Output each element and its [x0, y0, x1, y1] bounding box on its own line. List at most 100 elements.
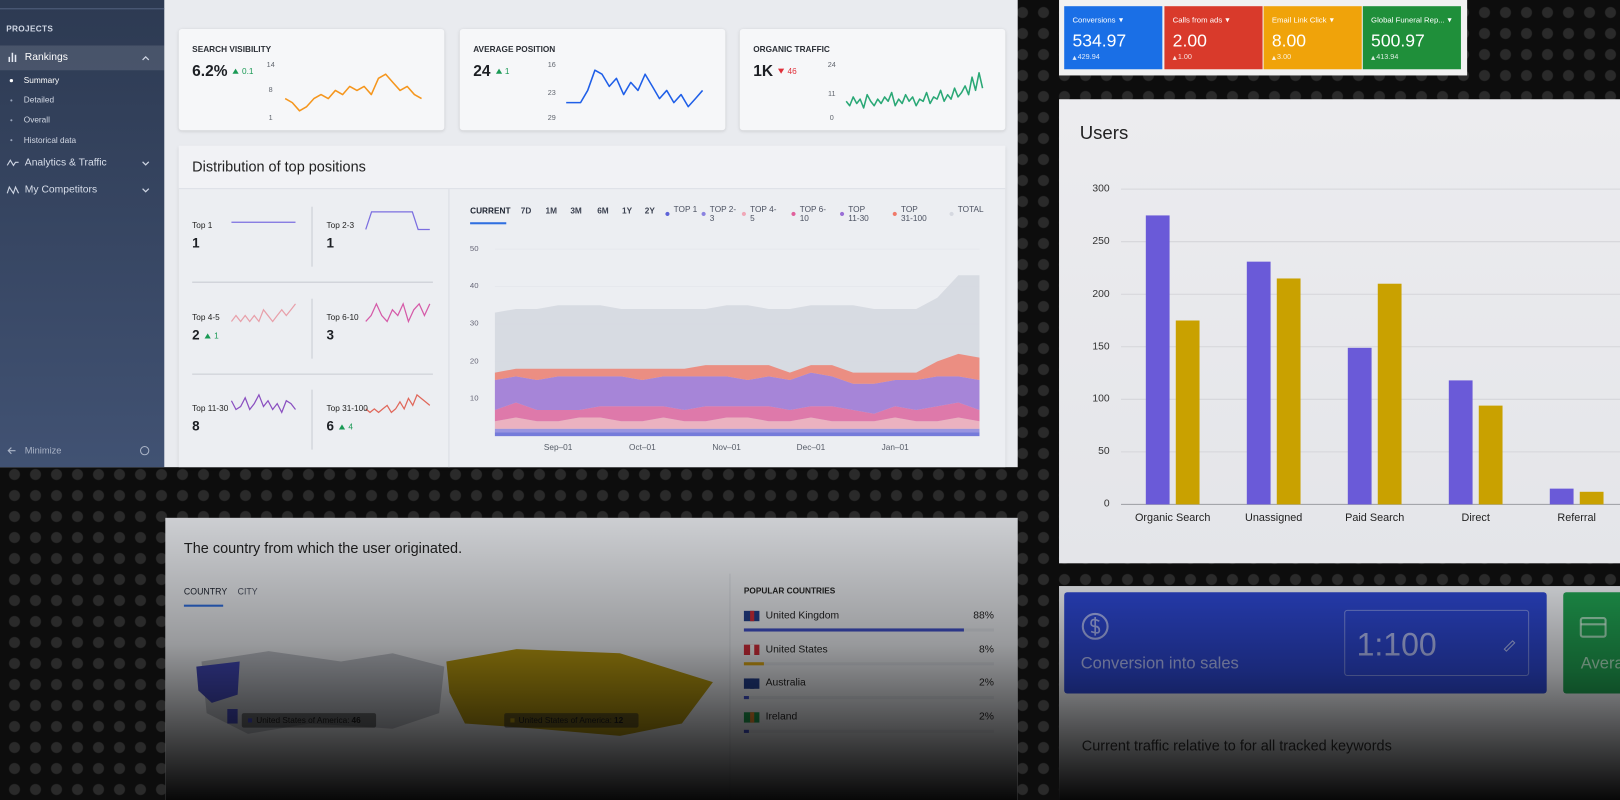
change-arrow — [1072, 55, 1077, 60]
tile-label: Top 4-5 — [192, 312, 220, 322]
tile-value-row: 1 — [192, 235, 202, 251]
legend-label: TOP 2-3 — [709, 204, 737, 224]
nav-subitem: Detailed — [23, 95, 55, 106]
legend-dot — [892, 211, 897, 217]
area — [494, 417, 980, 429]
ads-value: 534.97 — [1072, 31, 1127, 51]
tile-label: Top 11-30 — [192, 403, 229, 413]
bar — [1246, 261, 1271, 505]
change-arrow — [1118, 18, 1123, 23]
y-tick-label: 20 — [469, 355, 479, 366]
y-tick-label: 30 — [469, 318, 479, 328]
sidebar-top-line — [0, 8, 165, 10]
ads-label-row: Global Funeral Rep... — [1371, 16, 1452, 25]
kpi-card — [178, 28, 445, 131]
card-value: 6.2% — [192, 62, 228, 80]
legend-label: TOP 11-30 — [848, 204, 869, 224]
ads-previous: 1.00 — [1177, 53, 1192, 61]
x-tick-label: Referral — [1557, 511, 1596, 525]
tile-label: Top 6-10 — [326, 312, 359, 322]
y-tick-label: 150 — [1092, 340, 1110, 353]
x-tick-label: Organic Search — [1134, 511, 1211, 525]
tile-label: Top 1 — [192, 220, 213, 230]
x-tick-label: Dec–01 — [796, 442, 826, 453]
period-tab: 7D — [520, 206, 532, 216]
spark-tick-label: 1 — [268, 114, 273, 122]
area — [494, 402, 980, 422]
tile-sparkline — [230, 393, 296, 414]
nav-item: My Competitors — [24, 184, 98, 196]
bar — [1347, 347, 1372, 505]
x-tick-label: Oct–01 — [629, 442, 656, 453]
card-value-row: 24 1 — [473, 62, 509, 80]
ads-label: Global Funeral Rep... — [1371, 15, 1445, 25]
kpi-card — [739, 28, 1006, 131]
y-tick-label: 250 — [1092, 235, 1110, 248]
nav-subitem: Overall — [23, 115, 50, 125]
ads-label: Calls from ads — [1172, 15, 1223, 25]
ads-value: 500.97 — [1371, 31, 1425, 51]
tile-sparkline — [365, 211, 430, 231]
tile-value: 6 — [326, 418, 334, 434]
x-tick-label: Jan–01 — [881, 442, 909, 453]
x-tick-label: Nov–01 — [712, 442, 741, 453]
nav-item: Rankings — [24, 51, 68, 64]
distribution-header — [178, 145, 1006, 190]
legend-dot — [665, 211, 670, 217]
card-title: ORGANIC TRAFFIC — [753, 44, 830, 55]
change-arrow — [1225, 18, 1230, 23]
nav-icon — [6, 185, 20, 195]
legend-dot — [791, 211, 796, 217]
bar — [1145, 215, 1170, 505]
active-tab-underline — [470, 222, 507, 225]
fade-overlay — [165, 517, 1018, 800]
panel-title: Distribution of top positions — [192, 158, 366, 175]
y-tick-label: 200 — [1092, 288, 1110, 300]
y-tick-label: 10 — [469, 393, 479, 403]
period-tab: 3M — [570, 206, 582, 216]
bar — [1478, 405, 1503, 505]
nav-subitem: Historical data — [23, 135, 77, 145]
kpi-card — [459, 28, 726, 131]
spark-tick-label: 11 — [827, 90, 836, 98]
nav-item: Analytics & Traffic — [24, 157, 107, 169]
tile-sparkline — [365, 393, 431, 414]
change-arrow — [339, 424, 346, 430]
panel-title: Users — [1079, 122, 1129, 144]
minimize-label: Minimize — [24, 445, 62, 456]
tile-label: Top 2-3 — [326, 220, 355, 230]
period-tab: 6M — [597, 206, 609, 216]
card-value-row: 6.2% 0.1 — [192, 62, 253, 80]
x-tick-label: Unassigned — [1245, 511, 1303, 525]
change-arrow — [1329, 18, 1334, 23]
y-tick-label: 0 — [1103, 498, 1110, 510]
change-arrow — [232, 68, 239, 74]
ads-value: 2.00 — [1172, 31, 1207, 51]
legend-label: TOTAL — [957, 204, 984, 214]
ads-label: Email Link Click — [1271, 15, 1327, 25]
minimize-icon — [7, 447, 16, 455]
legend-dot — [949, 211, 954, 217]
tile-change: 1 — [214, 331, 219, 341]
legend-dot — [741, 211, 746, 217]
legend-label: TOP 31-100 — [900, 204, 927, 224]
spark-tick-label: 16 — [547, 61, 556, 70]
chevron — [142, 161, 150, 166]
ads-label-row: Email Link Click — [1272, 16, 1334, 25]
tile-value: 2 — [192, 327, 200, 343]
ads-previous-row: 3.00 — [1271, 54, 1291, 62]
ads-previous-row: 1.00 — [1172, 53, 1192, 62]
ads-label: Conversions — [1072, 15, 1116, 25]
tile-value: 8 — [192, 418, 200, 434]
bar — [1549, 488, 1574, 505]
sidebar-active-row — [0, 45, 165, 71]
card-title: SEARCH VISIBILITY — [192, 44, 272, 55]
sidebar — [0, 0, 165, 468]
ads-previous-row: 413.94 — [1371, 54, 1398, 62]
legend-dot — [839, 211, 845, 217]
rankings-icon — [8, 52, 17, 63]
bar — [1579, 491, 1604, 505]
